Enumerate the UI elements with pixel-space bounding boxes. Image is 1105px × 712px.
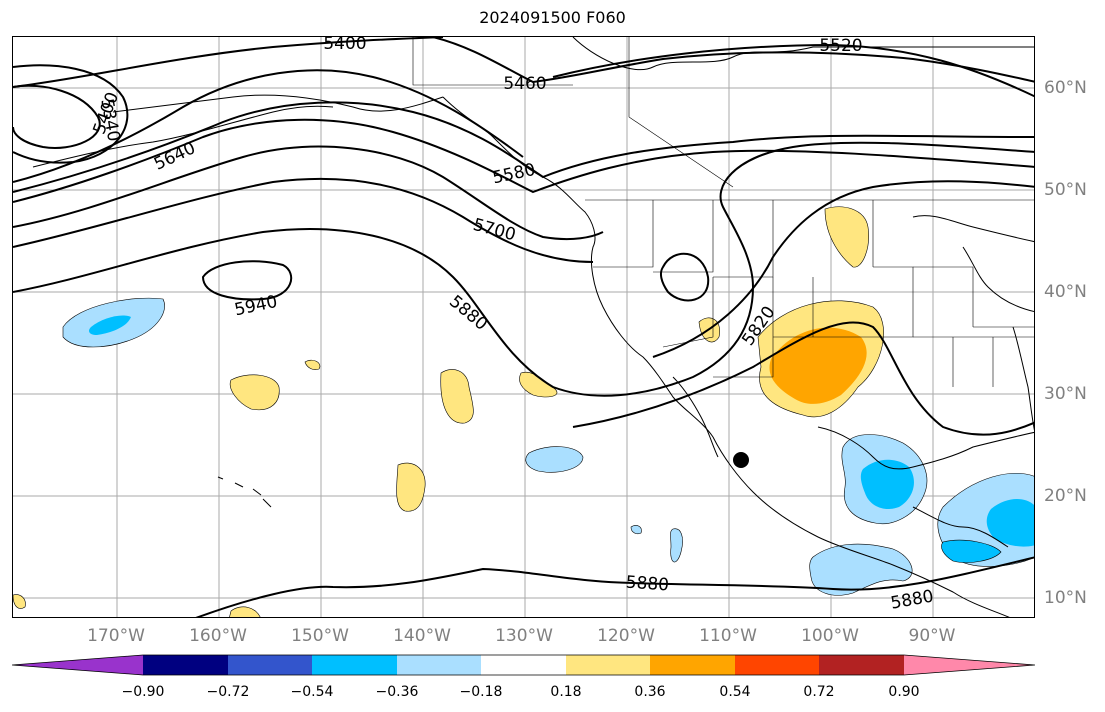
colorbar-tick-label: 0.36 <box>634 684 666 700</box>
lon-label: 110°W <box>699 626 757 646</box>
coastlines <box>32 37 1034 617</box>
contour-5880-east <box>572 321 1034 436</box>
contour-circle-nevada <box>659 252 710 302</box>
contour-5340 <box>13 84 101 149</box>
colorbar-cell <box>904 655 1035 675</box>
contour-label: 5640 <box>151 138 199 174</box>
contour-5880-south <box>195 556 1034 617</box>
negative-anomaly-pacific-west-core <box>89 315 131 335</box>
contour-label: 5880 <box>445 292 491 335</box>
state-borders <box>412 37 1034 387</box>
positive-anomaly-small-2 <box>229 606 261 617</box>
contour-5400 <box>13 37 444 88</box>
negative-anomaly-gulf-core <box>860 459 914 510</box>
colorbar-tick-label: −0.36 <box>375 684 419 700</box>
contour-5520 <box>552 43 1034 98</box>
contour-label: 5940 <box>233 292 279 321</box>
lat-label: 30°N <box>1044 384 1087 404</box>
contour-5820 <box>652 180 1034 358</box>
contour-label: 5700 <box>471 215 518 246</box>
anomaly-shading <box>13 206 1034 617</box>
contour-5640 <box>13 118 1034 203</box>
lat-label: 20°N <box>1044 486 1087 506</box>
negative-anomaly-small-2 <box>630 525 642 535</box>
colorbar-cell <box>819 655 904 675</box>
lon-label: 160°W <box>189 626 247 646</box>
colorbar-tick-label: 0.72 <box>803 684 835 700</box>
location-marker <box>733 452 749 468</box>
lat-label: 10°N <box>1044 588 1087 608</box>
contour-label: 5880 <box>889 586 935 613</box>
colorbar <box>12 654 1035 676</box>
positive-anomaly-small-1 <box>13 594 26 609</box>
colorbar-outline <box>12 654 1035 676</box>
colorbar-tick-label: 0.90 <box>888 684 920 700</box>
colorbar-cell <box>481 655 566 675</box>
positive-anomaly-pacific-4 <box>396 462 426 512</box>
positive-anomaly-dakotas <box>824 206 869 268</box>
contour-5700 <box>13 145 604 241</box>
contour-5760 <box>13 177 594 263</box>
positive-anomaly-pacific-5 <box>304 359 321 370</box>
negative-anomaly-baja <box>525 446 584 473</box>
contour-5940 <box>201 260 293 301</box>
negative-anomaly-central-america <box>941 539 1002 563</box>
contour-label: 5880 <box>625 573 670 596</box>
lon-label: 90°W <box>908 626 956 646</box>
contour-5460 <box>432 37 1034 84</box>
map-panel: 5400 5520 5460 5340 5400 5640 5580 5700 … <box>12 36 1035 618</box>
contour-5400-loop <box>13 64 129 164</box>
lon-label: 120°W <box>597 626 655 646</box>
colorbar-cell <box>735 655 819 675</box>
colorbar-cell <box>312 655 397 675</box>
positive-anomaly-southwest-core <box>769 327 867 404</box>
positive-anomaly-pacific-1 <box>229 374 280 411</box>
colorbar-tick-label: −0.72 <box>206 684 250 700</box>
lon-label: 130°W <box>495 626 553 646</box>
lat-label: 60°N <box>1044 78 1087 98</box>
contour-5580 <box>13 101 1034 193</box>
contour-5520-west <box>13 69 524 183</box>
colorbar-tick-label: 0.54 <box>719 684 751 700</box>
lon-label: 100°W <box>801 626 859 646</box>
contour-5880 <box>13 141 1034 397</box>
colorbar-cell <box>228 655 312 675</box>
colorbar-tick-label: −0.18 <box>459 684 503 700</box>
colorbar-cell <box>143 655 228 675</box>
colorbar-tick-label: 0.18 <box>550 684 582 700</box>
lon-label: 170°W <box>87 626 145 646</box>
negative-anomaly-small-1 <box>670 528 683 563</box>
colorbar-cell <box>566 655 650 675</box>
lat-label: 50°N <box>1044 180 1087 200</box>
negative-anomaly-epac <box>809 543 913 596</box>
lon-label: 150°W <box>291 626 349 646</box>
colorbar-cell <box>397 655 481 675</box>
colorbar-cell <box>650 655 735 675</box>
height-contours <box>13 37 1034 617</box>
contour-label: 5580 <box>491 160 537 189</box>
negative-anomaly-caribbean-core <box>986 499 1034 547</box>
lon-label: 140°W <box>393 626 451 646</box>
contour-label: 5520 <box>819 37 862 56</box>
lat-label: 40°N <box>1044 282 1087 302</box>
contour-label: 5460 <box>503 74 546 94</box>
colorbar-cell <box>12 655 143 675</box>
colorbar-tick-label: −0.90 <box>121 684 165 700</box>
map-canvas: 5400 5520 5460 5340 5400 5640 5580 5700 … <box>13 37 1034 617</box>
positive-anomaly-pacific-2 <box>440 369 474 424</box>
contour-label: 5400 <box>323 37 366 54</box>
map-title: 2024091500 F060 <box>479 8 626 27</box>
colorbar-tick-label: −0.54 <box>290 684 334 700</box>
